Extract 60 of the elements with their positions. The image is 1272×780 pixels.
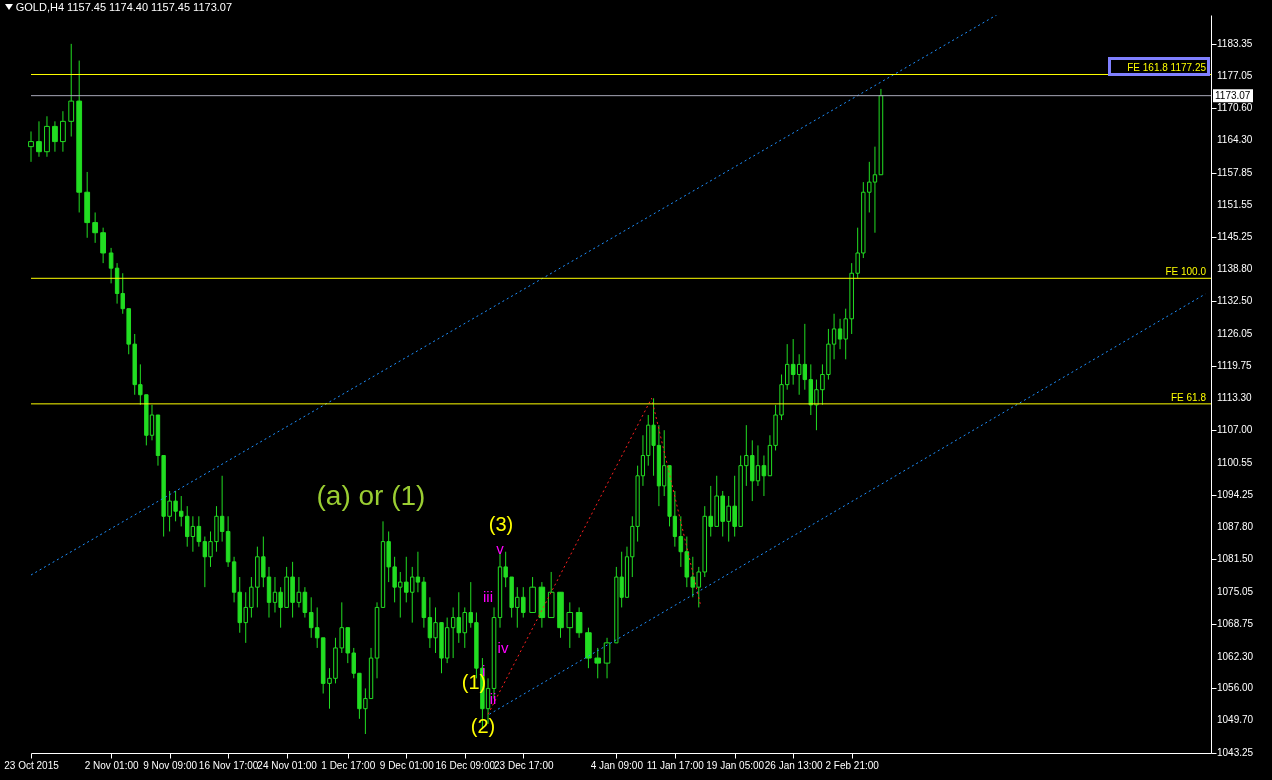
ref-line-label: FE 61.8 <box>1170 391 1207 403</box>
y-tick-label: 1119.75 <box>1217 359 1253 371</box>
y-tick-label: 1043.25 <box>1217 747 1254 758</box>
y-tick-label: 1177.05 <box>1217 69 1253 81</box>
y-tick-label: 1100.55 <box>1217 456 1253 468</box>
candlestick <box>575 606 583 639</box>
annotation: iv <box>497 639 509 656</box>
annotation: (2) <box>470 714 496 737</box>
x-tick-label: 24 Nov 01:00 <box>257 759 318 771</box>
y-tick-label: 1164.30 <box>1217 134 1253 146</box>
y-tick-label: 1056.00 <box>1217 682 1254 694</box>
y-tick-label: 1081.50 <box>1217 553 1254 565</box>
annotation: (a) or (1) <box>316 480 426 511</box>
y-tick-label: 1094.25 <box>1217 488 1254 500</box>
y-tick-label: 1107.00 <box>1217 424 1253 436</box>
candlestick <box>60 110 66 153</box>
y-tick-label: 1151.55 <box>1217 198 1253 210</box>
candlestick <box>100 227 107 264</box>
y-tick-label: 1062.30 <box>1217 650 1254 662</box>
y-tick-label: 1138.80 <box>1217 263 1253 275</box>
x-tick-label: 16 Nov 17:00 <box>198 759 259 771</box>
candlestick <box>92 211 99 244</box>
x-tick-label: 19 Jan 05:00 <box>706 759 765 771</box>
candlestick <box>28 130 34 163</box>
y-tick-label: 1145.25 <box>1217 230 1253 242</box>
y-tick-label: 1132.50 <box>1217 295 1253 307</box>
x-tick-label: 9 Nov 09:00 <box>143 759 198 771</box>
ref-line-label: 1173.07 <box>1215 89 1251 101</box>
annotation: v <box>496 539 505 557</box>
x-tick-label: 2 Feb 21:00 <box>825 759 880 771</box>
x-tick-label: 1 Dec 17:00 <box>321 759 376 771</box>
y-tick-label: 1075.05 <box>1217 585 1254 597</box>
x-tick-label: 26 Jan 13:00 <box>764 759 824 771</box>
annotation: (3) <box>488 513 514 535</box>
ref-line-label: FE 161.8 1177.25 <box>1127 62 1207 74</box>
annotation: iii <box>483 588 493 605</box>
candlestick <box>36 120 42 158</box>
candlestick <box>566 601 574 649</box>
y-tick-label: 1126.05 <box>1217 327 1253 339</box>
x-tick-label: 23 Oct 2015 <box>4 759 60 771</box>
candlestick <box>68 43 75 138</box>
candlestick <box>603 637 611 679</box>
y-tick-label: 1049.70 <box>1217 714 1254 726</box>
y-tick-label: 1170.60 <box>1217 102 1253 114</box>
x-tick-label: 11 Jan 17:00 <box>646 759 705 771</box>
y-tick-label: 1157.85 <box>1217 166 1253 178</box>
x-tick-label: 4 Jan 09:00 <box>590 759 644 771</box>
y-tick-label: 1183.35 <box>1217 37 1253 49</box>
ref-line-label: FE 100.0 <box>1165 266 1207 278</box>
candlestick <box>594 647 602 679</box>
candlestick <box>52 120 58 153</box>
annotation: ii <box>489 689 497 707</box>
x-tick-label: 16 Dec 09:00 <box>435 759 496 771</box>
y-tick-label: 1113.30 <box>1217 392 1253 404</box>
x-tick-label: 23 Dec 17:00 <box>494 759 554 771</box>
x-tick-label: 2 Nov 01:00 <box>84 759 139 771</box>
y-tick-label: 1068.75 <box>1217 617 1254 629</box>
x-tick-label: 9 Dec 01:00 <box>379 759 435 771</box>
chart-title: GOLD,H4 1157.45 1174.40 1157.45 1173.07 <box>15 1 233 13</box>
y-tick-label: 1087.80 <box>1217 521 1254 533</box>
